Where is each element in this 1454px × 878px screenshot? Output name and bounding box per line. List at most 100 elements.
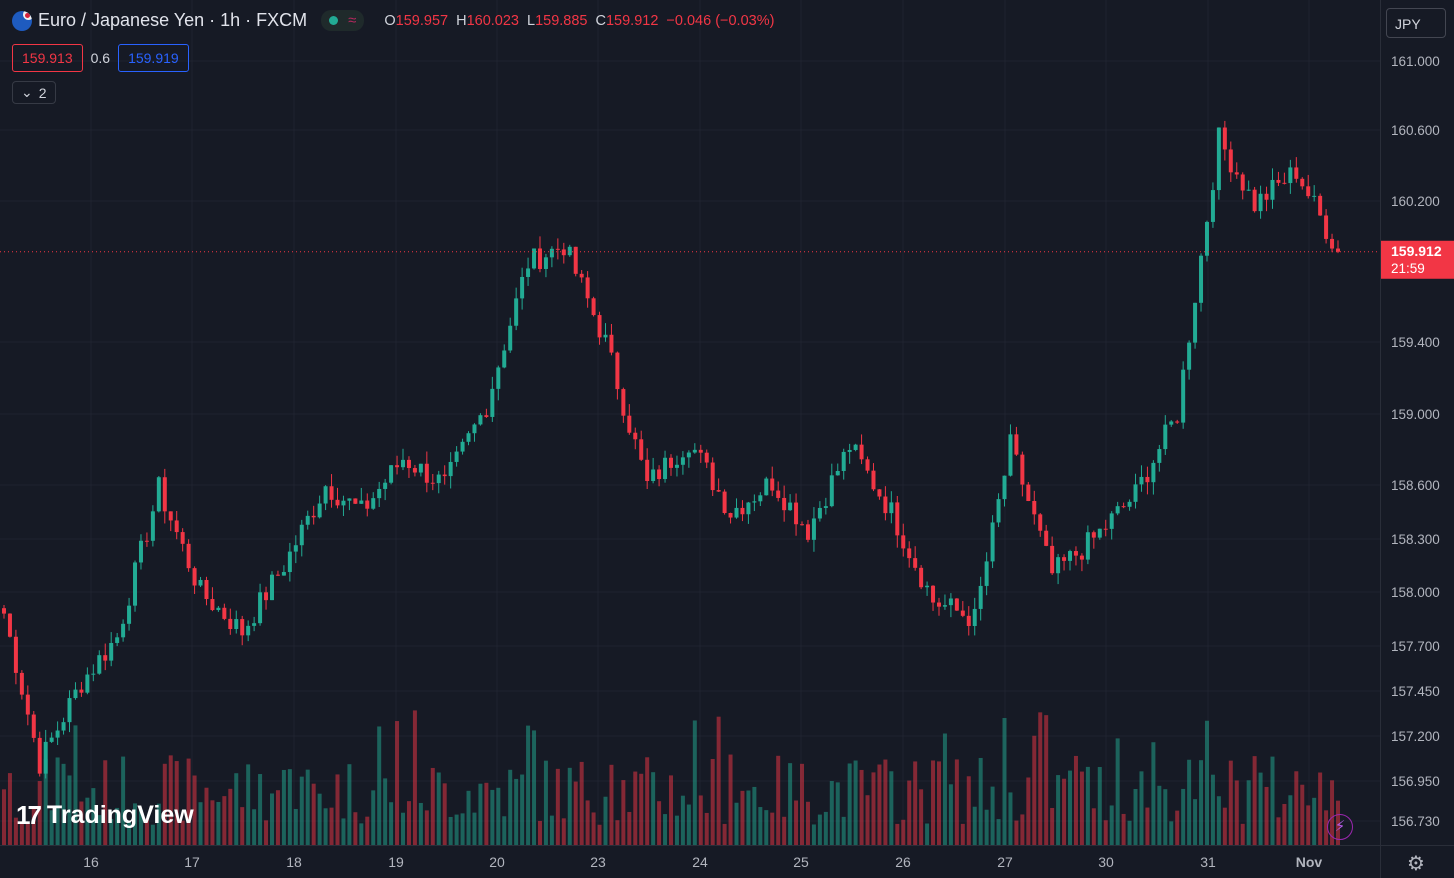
candle (79, 681, 84, 697)
volume-bar (67, 775, 72, 845)
candle (996, 493, 1001, 528)
candle (823, 497, 828, 515)
candle (883, 486, 888, 521)
indicators-toggle[interactable]: ⌄ 2 (12, 81, 56, 104)
candle (1008, 424, 1013, 477)
ohlc-low-label: L (527, 12, 536, 29)
volume-bar (103, 760, 108, 845)
candle (1014, 426, 1019, 456)
volume-bar (585, 800, 590, 845)
candle (1246, 180, 1251, 191)
volume-bar (1300, 784, 1305, 845)
volume-bar (734, 802, 739, 845)
volume-bar (305, 769, 310, 845)
volume-bar (1199, 760, 1204, 845)
time-tick-label: 25 (793, 854, 809, 870)
candle (133, 560, 138, 612)
candle (192, 566, 197, 594)
volume-bar (85, 797, 90, 845)
candle (91, 664, 96, 682)
candle (103, 643, 108, 671)
volume-bar (7, 773, 12, 845)
buy-price-button[interactable]: 159.919 (118, 44, 189, 72)
candle (389, 464, 394, 485)
price-tick-label: 156.730 (1391, 814, 1440, 829)
volume-bar (1163, 789, 1168, 845)
candle (210, 587, 215, 612)
candle (67, 690, 72, 733)
candle (788, 494, 793, 511)
volume-bar (478, 783, 483, 845)
volume-bar (895, 823, 900, 845)
candle (984, 552, 989, 596)
volume-bar (853, 760, 858, 845)
volume-bar (543, 760, 548, 845)
candle (228, 608, 233, 635)
candle (549, 246, 554, 268)
axis-corner (1380, 845, 1454, 878)
candle (1139, 465, 1144, 492)
volume-bar (1085, 766, 1090, 845)
candle (347, 498, 352, 511)
volume-bar (913, 761, 918, 845)
volume-bar (984, 809, 989, 845)
ohlc-low-value: 159.885 (535, 12, 588, 29)
candle (966, 606, 971, 636)
candle (1330, 233, 1335, 253)
chart-canvas[interactable] (0, 0, 1380, 845)
volume-bar (549, 815, 554, 845)
volume-bar (537, 820, 542, 845)
volume-bar (115, 807, 120, 845)
candlestick-series[interactable] (2, 120, 1340, 779)
volume-bar (430, 767, 435, 845)
symbol-title[interactable]: Euro / Japanese Yen · 1h · FXCM (38, 10, 308, 30)
candle (776, 481, 781, 502)
lightning-icon[interactable]: ⚡ (1327, 814, 1353, 840)
candle (561, 242, 566, 264)
candle (698, 444, 703, 463)
candle (609, 323, 614, 356)
volume-bar (460, 813, 465, 845)
volume-bar (1324, 810, 1329, 845)
tradingview-logo[interactable]: 17 TradingView (16, 800, 194, 831)
price-tick-label: 160.200 (1391, 194, 1440, 209)
candle (1062, 554, 1067, 571)
candle (37, 731, 42, 777)
volume-bar (954, 759, 959, 845)
candle (1002, 475, 1007, 507)
candle (639, 430, 644, 462)
currency-button[interactable]: JPY (1386, 8, 1446, 38)
symbol-legend: Euro / Japanese Yen · 1h · FXCM ≈ O159.9… (12, 10, 774, 31)
volume-bar (61, 763, 66, 845)
indicators-count: 2 (38, 84, 47, 101)
candle (931, 585, 936, 611)
time-axis[interactable]: 16 17 18 19 20 23 24 25 26 27 30 31 Nov (0, 845, 1380, 878)
market-status[interactable]: ≈ (321, 10, 365, 31)
volume-bar (1151, 742, 1156, 845)
candle (127, 597, 132, 631)
candle (508, 317, 513, 353)
volume-bar (996, 819, 1001, 845)
candle (436, 470, 441, 494)
volume-bar (966, 776, 971, 845)
volume-bar (722, 823, 727, 845)
sell-price-button[interactable]: 159.913 (12, 44, 83, 72)
candle (299, 519, 304, 557)
volume-bar (931, 760, 936, 845)
volume-bar (454, 814, 459, 845)
volume-bar (1264, 786, 1269, 845)
price-tick-label: 157.200 (1391, 729, 1440, 744)
volume-bar (1175, 810, 1180, 845)
volume-bar (1121, 813, 1126, 845)
settings-icon[interactable]: ⚙ (1407, 853, 1425, 875)
candle (817, 501, 822, 522)
volume-bar (1204, 720, 1209, 845)
price-axis[interactable]: 161.000 160.600 160.200 159.400 159.000 158.6… (1380, 0, 1454, 845)
time-tick-label: 17 (184, 854, 200, 870)
volume-bar (264, 820, 269, 845)
price-tick-label: 157.700 (1391, 639, 1440, 654)
candle (1056, 553, 1061, 585)
candle (871, 463, 876, 492)
volume-bar (811, 824, 816, 845)
volume-bar (365, 816, 370, 845)
